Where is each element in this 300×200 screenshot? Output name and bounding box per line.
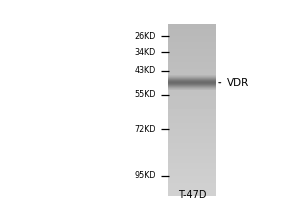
Text: 95KD: 95KD [134,171,156,180]
Text: VDR: VDR [226,78,249,88]
Text: 72KD: 72KD [134,125,156,134]
Text: 55KD: 55KD [134,90,156,99]
Text: 43KD: 43KD [135,66,156,75]
Text: 26KD: 26KD [135,32,156,41]
Text: 34KD: 34KD [135,48,156,57]
Text: T-47D: T-47D [178,190,206,200]
